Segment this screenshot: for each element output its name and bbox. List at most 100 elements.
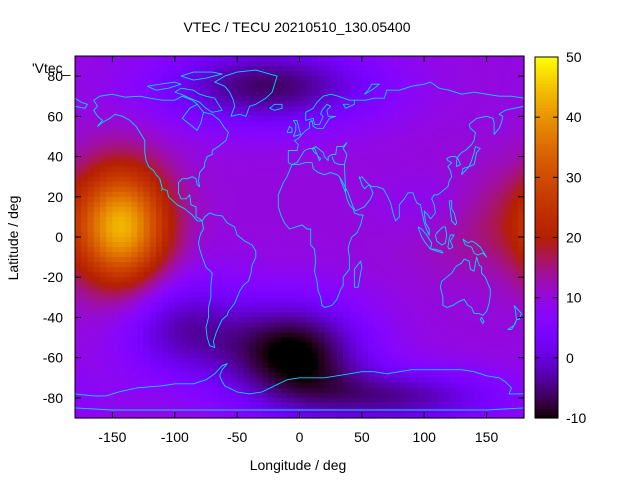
heatmap-cell <box>81 377 89 384</box>
heatmap-cell <box>393 247 400 253</box>
heatmap-cell <box>87 322 95 329</box>
heatmap-cell <box>75 347 82 354</box>
heatmap-cell <box>249 211 257 218</box>
heatmap-cell <box>449 317 457 324</box>
heatmap-cell <box>368 277 375 283</box>
heatmap-cell <box>187 166 195 173</box>
heatmap-cell <box>162 372 170 379</box>
heatmap-cell <box>230 81 238 87</box>
heatmap-cell <box>361 282 369 288</box>
heatmap-cell <box>268 297 276 303</box>
heatmap-cell <box>168 71 176 77</box>
heatmap-cell <box>480 126 488 133</box>
heatmap-cell <box>424 367 432 374</box>
heatmap-cell <box>249 347 257 354</box>
heatmap-cell <box>143 71 151 77</box>
heatmap-cell <box>87 277 95 283</box>
heatmap-cell <box>405 342 413 349</box>
heatmap-cell <box>361 156 369 163</box>
heatmap-cell <box>449 101 457 107</box>
heatmap-cell <box>467 297 475 303</box>
heatmap-cell <box>212 66 220 72</box>
heatmap-cell <box>187 131 195 138</box>
heatmap-cell <box>174 136 182 143</box>
heatmap-cell <box>474 397 481 404</box>
heatmap-cell <box>268 372 276 379</box>
heatmap-cell <box>187 146 195 153</box>
heatmap-cell <box>262 322 269 329</box>
heatmap-cell <box>243 402 251 409</box>
heatmap-cell <box>293 81 301 87</box>
heatmap-cell <box>461 146 469 153</box>
heatmap-cell <box>318 307 326 314</box>
heatmap-cell <box>311 146 319 153</box>
heatmap-cell <box>411 101 419 107</box>
heatmap-cell <box>411 126 419 133</box>
heatmap-cell <box>380 257 388 263</box>
heatmap-cell <box>336 146 344 153</box>
heatmap-cell <box>305 272 313 278</box>
heatmap-cell <box>156 71 163 77</box>
heatmap-cell <box>262 337 269 344</box>
heatmap-cell <box>268 277 276 283</box>
heatmap-cell <box>174 101 182 107</box>
heatmap-cell <box>417 237 425 243</box>
heatmap-cell <box>168 211 176 218</box>
heatmap-cell <box>355 392 363 399</box>
heatmap-cell <box>442 262 450 268</box>
heatmap-cell <box>255 377 263 384</box>
heatmap-cell <box>499 146 506 153</box>
heatmap-cell <box>149 297 157 303</box>
heatmap-cell <box>492 211 500 218</box>
heatmap-cell <box>361 121 369 127</box>
heatmap-cell <box>293 116 301 122</box>
heatmap-cell <box>124 367 132 374</box>
heatmap-cell <box>461 101 469 107</box>
heatmap-cell <box>349 302 357 308</box>
heatmap-cell <box>330 282 338 288</box>
heatmap-cell <box>517 347 525 354</box>
heatmap-cell <box>405 176 413 183</box>
heatmap-cell <box>131 186 138 193</box>
heatmap-cell <box>187 111 195 117</box>
heatmap-cell <box>349 362 357 369</box>
heatmap-cell <box>405 121 413 127</box>
heatmap-cell <box>517 237 525 243</box>
heatmap-cell <box>255 201 263 208</box>
heatmap-cell <box>480 136 488 143</box>
heatmap-cell <box>212 221 220 228</box>
heatmap-cell <box>249 317 257 324</box>
heatmap-cell <box>442 272 450 278</box>
heatmap-cell <box>293 76 301 82</box>
heatmap-cell <box>349 272 357 278</box>
heatmap-cell <box>492 116 500 122</box>
heatmap-cell <box>181 237 188 243</box>
heatmap-cell <box>81 86 89 92</box>
heatmap-cell <box>268 322 276 329</box>
heatmap-cell <box>374 267 382 273</box>
heatmap-cell <box>442 347 450 354</box>
heatmap-cell <box>380 141 388 148</box>
heatmap-cell <box>374 56 382 62</box>
heatmap-cell <box>193 292 201 298</box>
heatmap-cell <box>361 141 369 148</box>
heatmap-cell <box>124 387 132 394</box>
heatmap-cell <box>511 86 519 92</box>
heatmap-cell <box>461 186 469 193</box>
heatmap-cell <box>137 342 145 349</box>
heatmap-cell <box>318 201 326 208</box>
heatmap-cell <box>411 91 419 97</box>
heatmap-cell <box>205 357 213 364</box>
heatmap-cell <box>287 216 294 223</box>
heatmap-cell <box>99 267 107 273</box>
heatmap-cell <box>237 81 244 87</box>
heatmap-cell <box>162 216 170 223</box>
heatmap-cell <box>199 347 207 354</box>
heatmap-cell <box>361 191 369 198</box>
heatmap-cell <box>287 257 294 263</box>
heatmap-cell <box>336 96 344 102</box>
heatmap-cell <box>455 282 463 288</box>
heatmap-cell <box>393 292 400 298</box>
heatmap-cell <box>492 297 500 303</box>
heatmap-cell <box>492 91 500 97</box>
